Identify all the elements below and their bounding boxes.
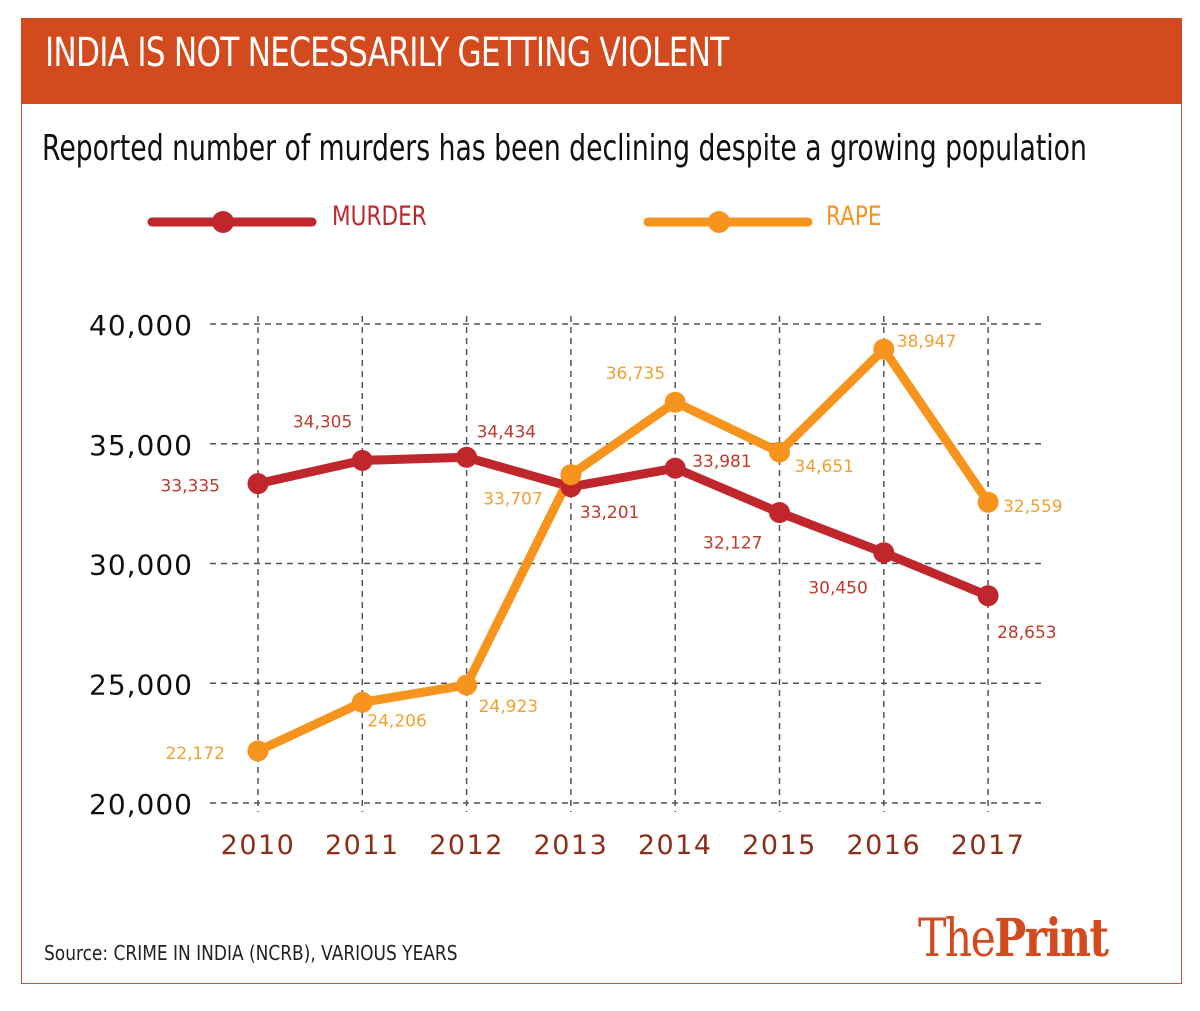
title-banner xyxy=(21,18,1182,104)
series-line-murder xyxy=(253,452,993,601)
data-point-murder xyxy=(664,457,686,479)
x-tick-label: 2010 xyxy=(221,830,296,861)
x-tick-label: 2013 xyxy=(534,830,609,861)
legend-label-murder: MURDER xyxy=(332,201,427,232)
series-line-rape xyxy=(253,344,993,756)
legend xyxy=(147,211,813,233)
data-label-rape: 24,206 xyxy=(367,711,426,731)
data-label-murder: 34,305 xyxy=(293,412,352,432)
data-label-rape: 38,947 xyxy=(897,332,956,352)
data-point-murder xyxy=(247,473,269,495)
data-label-murder: 33,201 xyxy=(580,503,639,523)
chart-title: INDIA IS NOT NECESSARILY GETTING VIOLENT xyxy=(45,30,729,76)
y-tick-label: 40,000 xyxy=(89,309,193,342)
x-tick-label: 2012 xyxy=(429,830,504,861)
data-point-rape xyxy=(769,441,790,463)
data-label-rape: 24,923 xyxy=(479,697,538,717)
legend-marker-rape xyxy=(708,211,730,233)
data-point-rape xyxy=(456,674,478,696)
x-tick-label: 2014 xyxy=(638,830,713,861)
x-tick-label: 2011 xyxy=(325,830,400,861)
chart-subtitle: Reported number of murders has been decl… xyxy=(42,128,1087,169)
data-label-murder: 33,981 xyxy=(692,452,751,472)
data-point-murder xyxy=(769,502,790,524)
data-point-rape xyxy=(977,491,999,513)
theprint-logo: ThePrint xyxy=(918,908,1109,969)
series-group xyxy=(247,338,999,762)
x-axis-ticks: 2010 2011 2012 2013 2014 2015 2016 2017 xyxy=(221,830,1026,861)
data-label-rape: 32,559 xyxy=(1003,497,1062,517)
data-point-murder xyxy=(351,449,373,471)
data-point-murder xyxy=(456,446,478,468)
data-label-rape: 36,735 xyxy=(606,364,665,384)
data-label-murder: 28,653 xyxy=(997,623,1056,643)
data-point-murder xyxy=(873,542,895,564)
logo-the: The xyxy=(918,909,996,969)
data-label-rape: 33,707 xyxy=(483,490,542,510)
data-label-murder: 32,127 xyxy=(703,534,762,554)
data-point-rape xyxy=(664,391,686,413)
data-label-murder: 30,450 xyxy=(808,579,867,599)
data-point-rape xyxy=(560,464,582,486)
data-point-rape xyxy=(873,338,895,360)
data-label-rape: 34,651 xyxy=(795,457,854,477)
y-tick-label: 30,000 xyxy=(89,549,193,582)
data-point-rape xyxy=(351,691,373,713)
source-note: Source: CRIME IN INDIA (NCRB), VARIOUS Y… xyxy=(44,941,458,965)
y-tick-label: 25,000 xyxy=(89,668,193,701)
data-point-rape xyxy=(247,740,269,762)
data-label-murder: 33,335 xyxy=(161,477,220,497)
legend-marker-murder xyxy=(212,211,234,233)
x-tick-label: 2017 xyxy=(951,830,1026,861)
logo-print: Print xyxy=(994,908,1109,969)
y-tick-label: 20,000 xyxy=(89,788,193,821)
y-tick-label: 35,000 xyxy=(89,429,193,462)
data-labels: 33,335 34,305 34,434 33,201 33,981 32,127 30,4… xyxy=(161,332,1063,764)
x-tick-label: 2016 xyxy=(846,830,921,861)
legend-label-rape: RAPE xyxy=(826,201,882,232)
data-label-rape: 22,172 xyxy=(166,744,225,764)
data-label-murder: 34,434 xyxy=(477,422,536,442)
x-tick-label: 2015 xyxy=(742,830,817,861)
y-axis-ticks: 20,000 25,000 30,000 35,000 40,000 xyxy=(89,309,193,821)
data-point-murder xyxy=(977,585,999,607)
